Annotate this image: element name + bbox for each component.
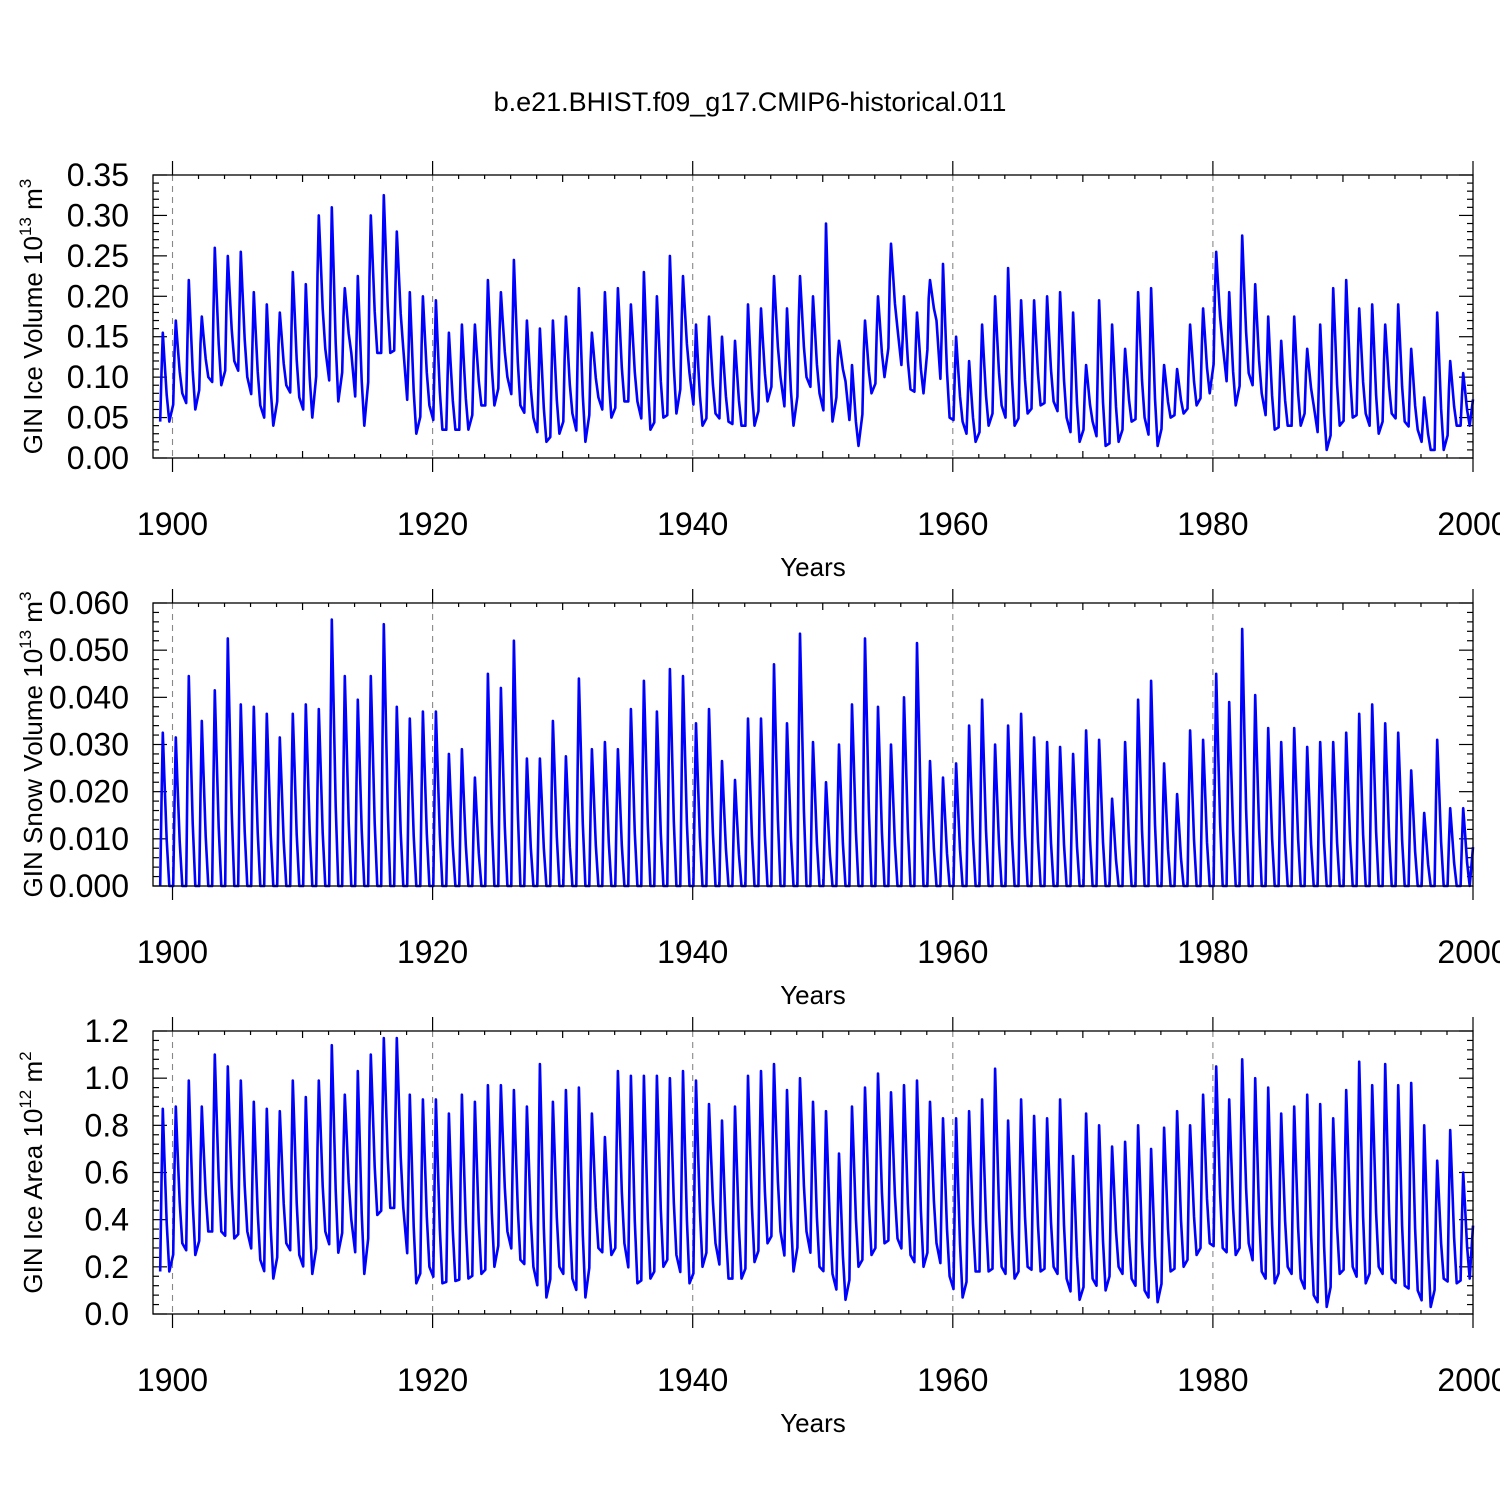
y-tick-label: 1.0 — [85, 1060, 129, 1096]
x-tick-label: 1900 — [137, 934, 208, 970]
y-tick-label: 0.20 — [67, 278, 129, 314]
x-tick-label: 2000 — [1437, 506, 1500, 542]
x-tick-label: 1980 — [1177, 1362, 1248, 1398]
x-tick-label: 1920 — [397, 506, 468, 542]
x-tick-label: 1960 — [917, 1362, 988, 1398]
x-axis-label: Years — [780, 980, 846, 1010]
y-tick-label: 0.10 — [67, 359, 129, 395]
y-tick-label: 0.050 — [49, 632, 129, 668]
y-tick-label: 0.8 — [85, 1107, 129, 1143]
x-tick-label: 1960 — [917, 506, 988, 542]
x-tick-label: 1960 — [917, 934, 988, 970]
panel-2: 1900 1920 1940 1960 1980 2000 0.000 0.010 0.020 0… — [16, 585, 1500, 1010]
x-axis-label: Years — [780, 1408, 846, 1438]
x-tick-label: 2000 — [1437, 1362, 1500, 1398]
x-tick-label: 1900 — [137, 506, 208, 542]
y-tick-label: 0.060 — [49, 585, 129, 621]
y-axis-label: GIN Snow Volume 1013 m3 — [16, 592, 48, 898]
x-tick-label: 1900 — [137, 1362, 208, 1398]
x-tick-label: 1920 — [397, 934, 468, 970]
y-tick-label: 0.020 — [49, 774, 129, 810]
x-tick-label: 1940 — [657, 506, 728, 542]
y-tick-label: 1.2 — [85, 1013, 129, 1049]
y-tick-label: 0.4 — [85, 1202, 129, 1238]
x-tick-label: 1920 — [397, 1362, 468, 1398]
plot-frame — [152, 1030, 1474, 1315]
x-tick-label: 1940 — [657, 1362, 728, 1398]
figure-title: b.e21.BHIST.f09_g17.CMIP6-historical.011 — [494, 87, 1007, 117]
y-tick-label: 0.0 — [85, 1296, 129, 1332]
y-axis-label: GIN Ice Volume 1013 m3 — [16, 179, 48, 455]
y-tick-label: 0.040 — [49, 679, 129, 715]
series-line — [158, 618, 1475, 888]
y-tick-label: 0.25 — [67, 238, 129, 274]
y-tick-label: 0.35 — [67, 157, 129, 193]
panel-3: 1900 1920 1940 1960 1980 2000 0.0 0.2 0.4 0.6 0.8 1… — [16, 1013, 1500, 1438]
x-tick-label: 1980 — [1177, 506, 1248, 542]
panels-container: 1900 1920 1940 1960 1980 2000 0.00 0.05 0.10 0.15… — [16, 157, 1500, 1438]
y-tick-label: 0.6 — [85, 1155, 129, 1191]
y-tick-label: 0.05 — [67, 400, 129, 436]
y-axis-label: GIN Ice Area 1012 m2 — [16, 1051, 48, 1293]
plot-frame — [152, 602, 1474, 887]
x-axis-label: Years — [780, 552, 846, 582]
panel-1: 1900 1920 1940 1960 1980 2000 0.00 0.05 0.10 0.15… — [16, 157, 1500, 582]
y-tick-label: 0.010 — [49, 821, 129, 857]
plot-frame — [152, 174, 1474, 459]
x-tick-label: 2000 — [1437, 934, 1500, 970]
y-tick-label: 0.000 — [49, 868, 129, 904]
series-line — [158, 193, 1475, 452]
y-tick-label: 0.30 — [67, 197, 129, 233]
series-line — [158, 1036, 1475, 1309]
y-tick-label: 0.2 — [85, 1249, 129, 1285]
y-tick-label: 0.030 — [49, 727, 129, 763]
x-tick-label: 1980 — [1177, 934, 1248, 970]
y-tick-label: 0.00 — [67, 440, 129, 476]
y-tick-label: 0.15 — [67, 319, 129, 355]
x-tick-label: 1940 — [657, 934, 728, 970]
